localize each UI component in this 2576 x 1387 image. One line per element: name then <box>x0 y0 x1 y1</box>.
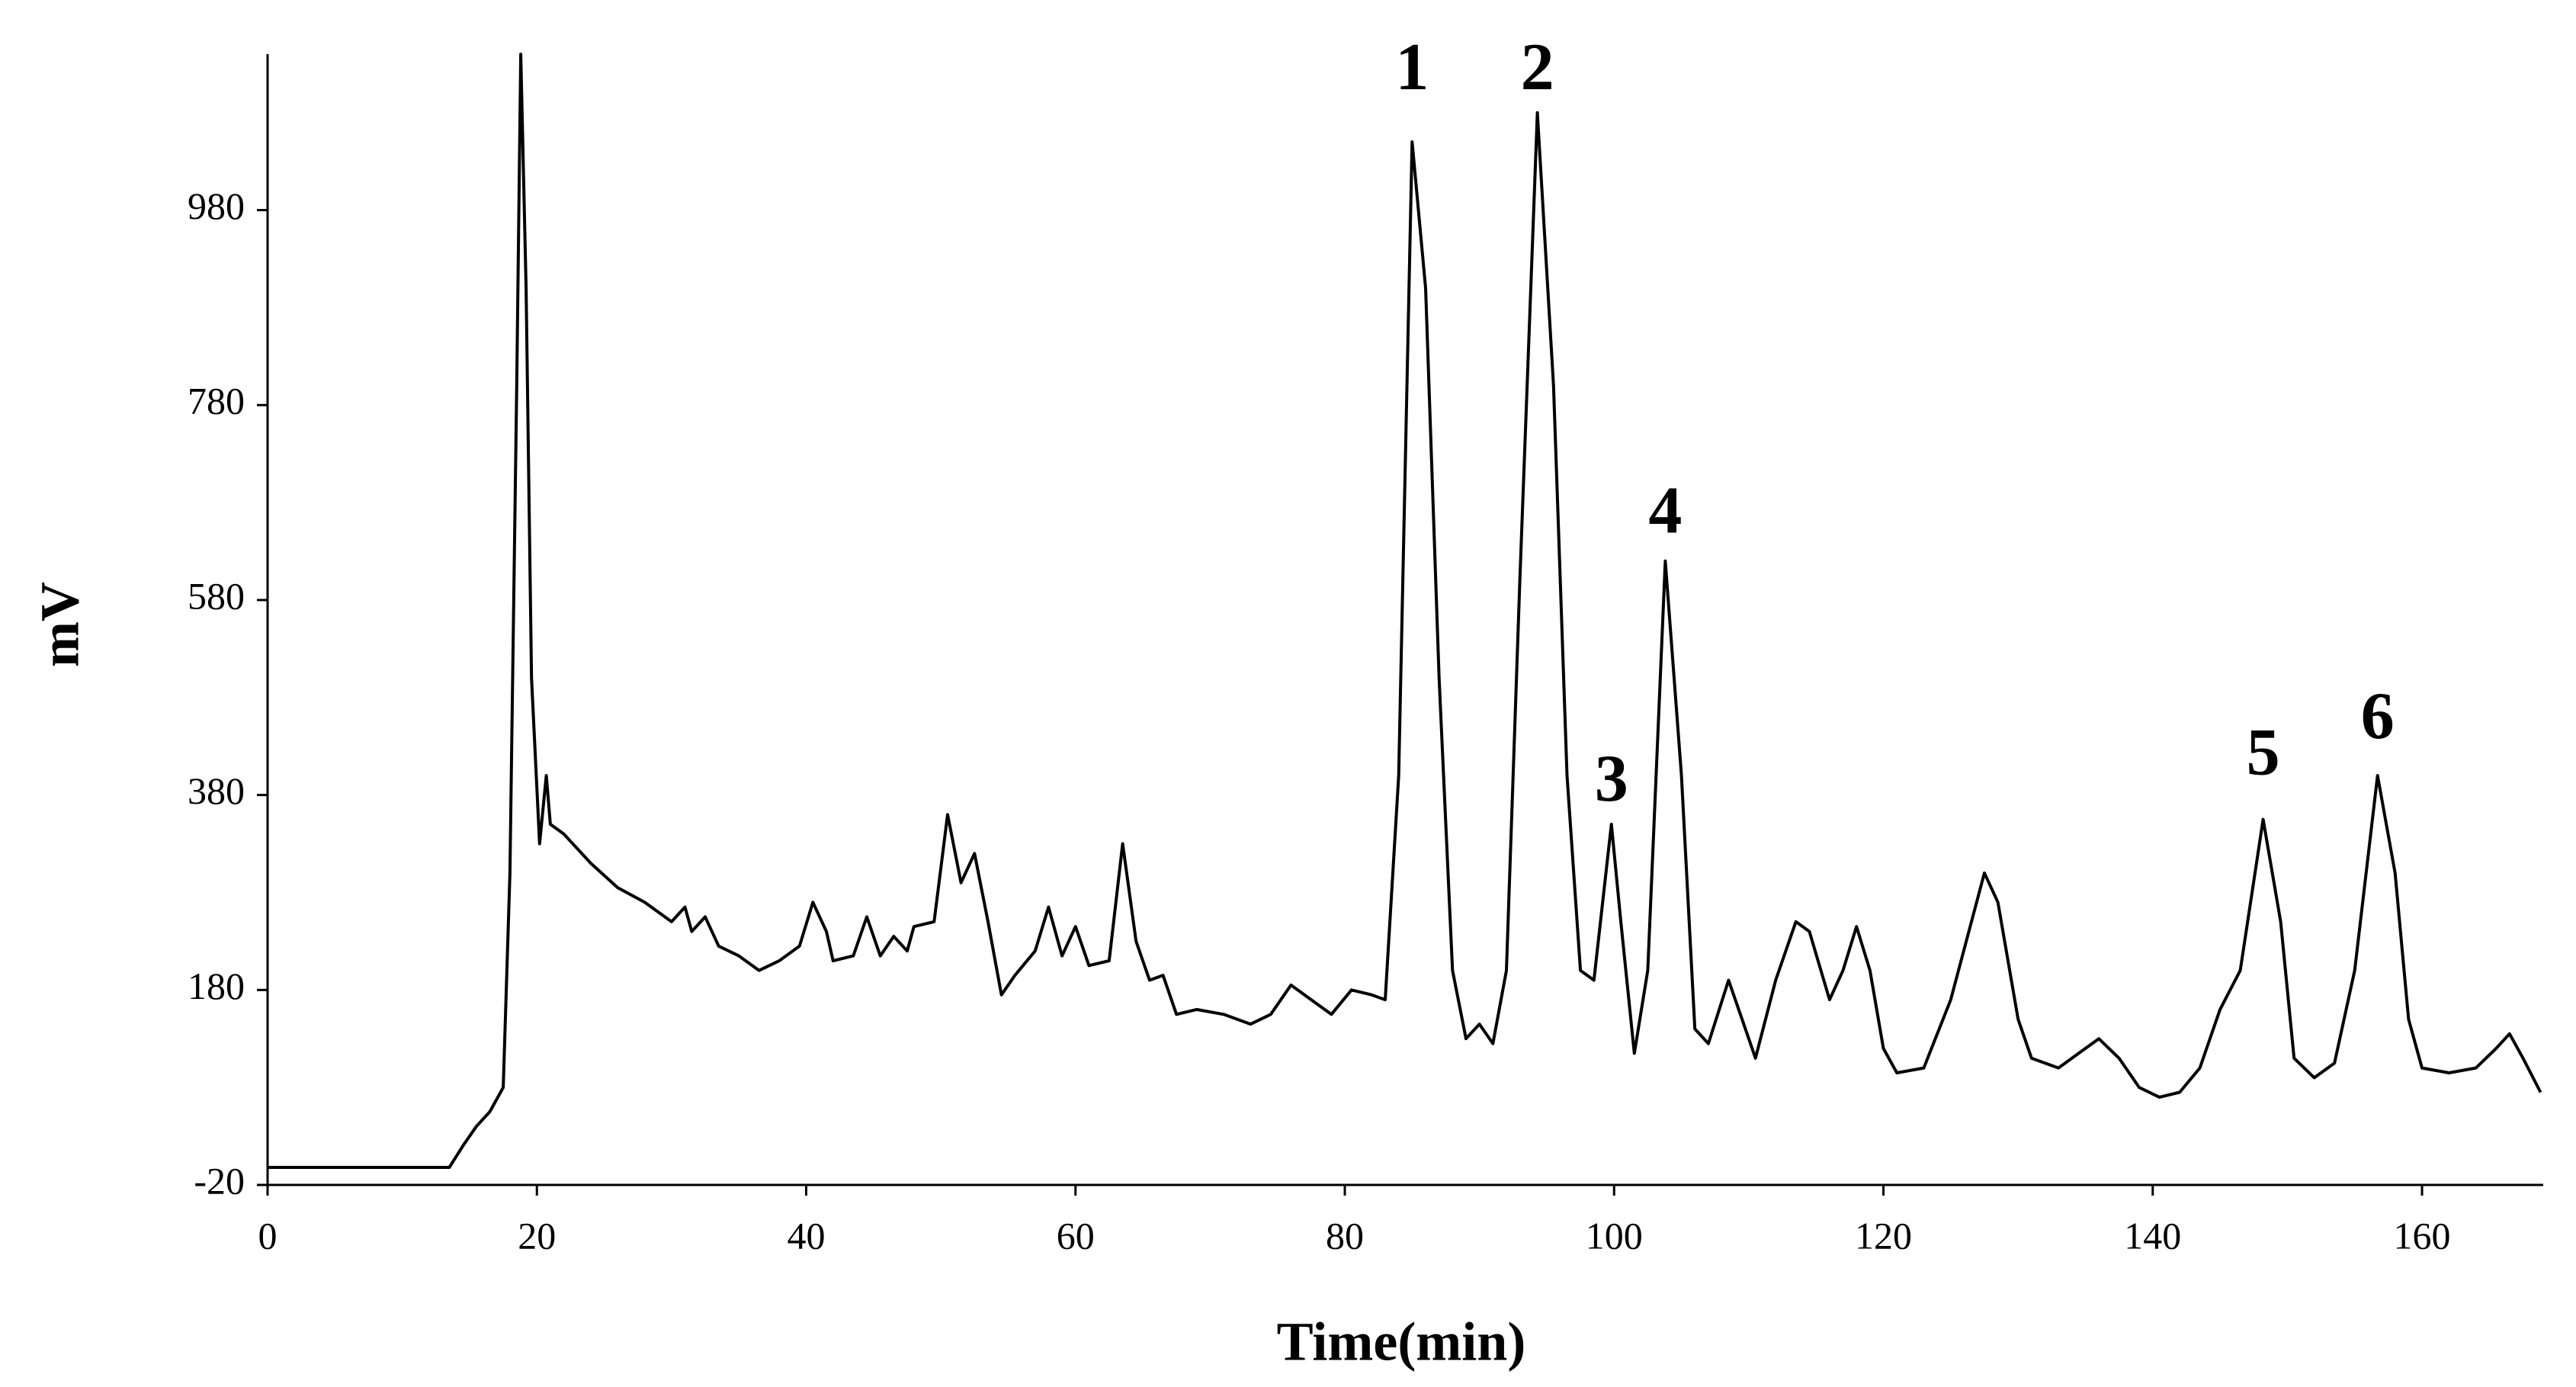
y-axis-label: mV <box>30 582 91 667</box>
y-tick-label: 580 <box>188 574 245 617</box>
y-tick-label: 180 <box>188 965 245 1007</box>
chromatogram-line <box>268 53 2542 1169</box>
y-tick-label: 380 <box>188 769 245 812</box>
x-tick-label: 20 <box>518 1214 556 1257</box>
peak-label: 4 <box>1648 474 1682 547</box>
x-axis-label: Time(min) <box>1277 1312 1526 1373</box>
peak-label: 6 <box>2361 679 2395 753</box>
peak-label: 5 <box>2247 716 2280 790</box>
x-tick-label: 0 <box>258 1214 277 1257</box>
y-tick-label: 780 <box>188 380 245 422</box>
x-tick-label: 80 <box>1326 1214 1364 1257</box>
peak-label: 2 <box>1521 31 1554 104</box>
x-tick-label: 100 <box>1586 1214 1643 1257</box>
x-tick-label: 140 <box>2124 1214 2181 1257</box>
y-tick-label: 980 <box>188 185 245 227</box>
y-tick-label: -20 <box>194 1159 245 1202</box>
peak-label: 1 <box>1395 31 1429 104</box>
x-tick-label: 160 <box>2394 1214 2451 1257</box>
peak-label: 3 <box>1595 742 1628 816</box>
x-tick-label: 60 <box>1057 1214 1095 1257</box>
x-tick-label: 120 <box>1855 1214 1912 1257</box>
x-tick-label: 40 <box>788 1214 826 1257</box>
